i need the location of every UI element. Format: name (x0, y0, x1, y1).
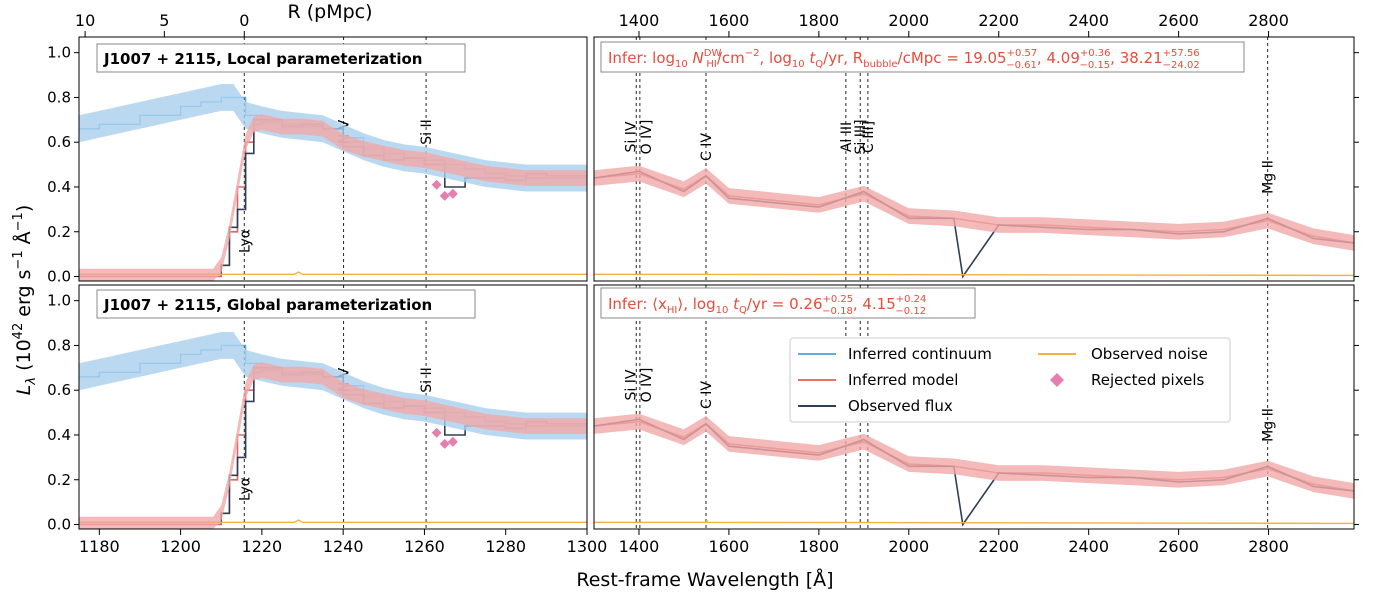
rejected-pixel-bottom-2 (447, 436, 458, 447)
ytick-label-bottom-3: 0.6 (47, 381, 71, 399)
xtick-label-left-3: 1240 (323, 537, 364, 556)
legend-label-noise: Observed noise (1091, 345, 1208, 363)
panel-frame-top-left (78, 36, 588, 282)
model-band-top-right (594, 165, 1354, 251)
line-label-bottom-left-2: Si II (419, 367, 435, 392)
xtick-label-left-4: 1260 (404, 537, 445, 556)
rejected-pixel-top-2 (447, 188, 458, 199)
rejected-pixel-bottom-1 (439, 438, 450, 449)
top-tick-label-1: 5 (159, 11, 169, 30)
model-band-bottom-left (79, 362, 587, 529)
legend-label-continuum: Inferred continuum (848, 345, 992, 363)
top-right-tick-label-1: 1600 (709, 11, 750, 30)
bottom-infer-box: Infer: ⟨xHI⟩, log10 tQ/yr = 0.26+0.25 −0.… (600, 287, 976, 319)
ytick-label-top-2: 0.4 (47, 178, 71, 196)
line-label-top-right-0: Si IV (623, 121, 639, 152)
legend-label-model: Inferred model (848, 371, 958, 389)
top-right-tick-label-7: 2800 (1248, 11, 1289, 30)
xtick-label-right-0: 1400 (619, 537, 660, 556)
top-right-tick-label-5: 2400 (1068, 11, 1109, 30)
xtick-label-left-1: 1200 (160, 537, 201, 556)
top-infer-text: Infer: log10 NDW HI/cm−2, log10 tQ/yr, Rb… (608, 48, 1200, 71)
noise-line-top-right (594, 271, 1354, 277)
noise-line-top-left (79, 271, 587, 275)
xtick-label-left-6: 1300 (567, 537, 608, 556)
line-label-top-right-3: Al III (839, 122, 855, 152)
ytick-label-bottom-5: 1.0 (47, 292, 71, 310)
xtick-label-right-2: 1800 (798, 537, 839, 556)
line-label-bottom-left-0: Lyα (237, 477, 253, 501)
rejected-pixel-top-0 (431, 179, 442, 190)
ytick-label-top-1: 0.2 (47, 223, 71, 241)
legend: Inferred continuum Observed noise Inferr… (789, 337, 1231, 423)
line-label-top-left-2: Si II (419, 119, 435, 144)
model-band-top-left (79, 114, 587, 281)
xtick-label-right-7: 2800 (1248, 537, 1289, 556)
ytick-label-bottom-1: 0.2 (47, 471, 71, 489)
top-left-title: J1007 + 2115, Local parameterization (103, 50, 422, 68)
xtick-label-right-3: 2000 (888, 537, 929, 556)
noise-line-bottom-left (79, 519, 587, 523)
model-band-bottom-right (594, 413, 1354, 499)
line-label-bottom-right-2: C IV (699, 381, 715, 409)
plot-area-top-left: LyαN VSi II (79, 37, 587, 281)
line-label-top-right-1: O IV] (639, 120, 655, 155)
plot-area-top-right: Si IV O IV] C IV Al III C III]Si III] Mg II (594, 37, 1354, 281)
line-label-bottom-right-1: O IV] (639, 368, 655, 403)
y-axis-label: Lλ (1042 erg s−1 Å−1) (11, 205, 39, 396)
top-right-tick-label-3: 2000 (888, 11, 929, 30)
ytick-label-bottom-4: 0.8 (47, 336, 71, 354)
xtick-label-left-2: 1220 (242, 537, 283, 556)
top-right-tick-label-4: 2200 (978, 11, 1019, 30)
top-axis-label: R (pMpc) (287, 1, 372, 23)
top-right-tick-label-6: 2600 (1158, 11, 1199, 30)
top-right-tick-label-0: 1400 (619, 11, 660, 30)
xtick-label-left-0: 1180 (79, 537, 120, 556)
xtick-label-right-4: 2200 (978, 537, 1019, 556)
legend-label-rejected: Rejected pixels (1091, 371, 1205, 389)
line-label-top-right-4: C III] (861, 121, 877, 153)
x-axis-label: Rest-frame Wavelength [Å] (576, 568, 833, 591)
legend-label-flux: Observed flux (848, 397, 953, 415)
ytick-label-top-3: 0.6 (47, 133, 71, 151)
line-label-bottom-right-6: Mg II (1261, 408, 1277, 442)
panel-frame-top-right (593, 36, 1355, 282)
xtick-label-right-6: 2600 (1158, 537, 1199, 556)
line-label-bottom-right-0: Si IV (623, 369, 639, 400)
bottom-left-title-box: J1007 + 2115, Global parameterization (96, 289, 476, 319)
panel-frame-bottom-right (593, 284, 1355, 530)
rejected-pixel-top-1 (439, 190, 450, 201)
ytick-label-top-5: 1.0 (47, 44, 71, 62)
ytick-label-top-4: 0.8 (47, 88, 71, 106)
line-label-top-right-6: Mg II (1261, 160, 1277, 194)
top-infer-box: Infer: log10 NDW HI/cm−2, log10 tQ/yr, Rb… (600, 41, 1245, 73)
bottom-left-title: J1007 + 2115, Global parameterization (103, 296, 432, 314)
rejected-pixel-bottom-0 (431, 427, 442, 438)
bottom-infer-text: Infer: ⟨xHI⟩, log10 tQ/yr = 0.26+0.25 −0.… (608, 294, 926, 317)
legend-swatch-rejected (1050, 373, 1064, 387)
ytick-label-top-0: 0.0 (47, 268, 71, 286)
line-label-top-right-2: C IV (699, 133, 715, 161)
xtick-label-right-5: 2400 (1068, 537, 1109, 556)
top-right-tick-label-2: 1800 (798, 11, 839, 30)
top-tick-label-2: 0 (239, 11, 249, 30)
top-tick-label-0: 10 (75, 11, 95, 30)
xtick-label-left-5: 1280 (485, 537, 526, 556)
top-left-title-box: J1007 + 2115, Local parameterization (96, 43, 466, 73)
xtick-label-right-1: 1600 (709, 537, 750, 556)
noise-line-bottom-right (594, 519, 1354, 525)
ytick-label-bottom-2: 0.4 (47, 426, 71, 444)
ytick-label-bottom-0: 0.0 (47, 516, 71, 534)
line-label-top-left-0: Lyα (237, 229, 253, 253)
panel-frame-bottom-left (78, 284, 588, 530)
line-label-top-right-5: Si III] (853, 119, 869, 154)
plot-area-bottom-left: LyαN VSi II (79, 285, 587, 529)
